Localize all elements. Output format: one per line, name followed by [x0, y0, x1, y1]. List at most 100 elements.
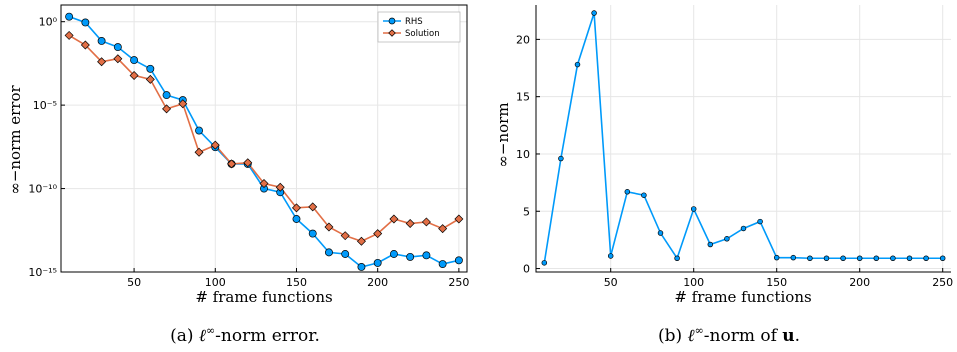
- data-point: [591, 10, 597, 16]
- plot-frame-a: [60, 4, 468, 273]
- x-ticks-b: 50 100 150 200 250: [604, 268, 953, 289]
- data-point: [724, 236, 730, 242]
- caption-a: (a) ℓ∞-norm error.: [170, 324, 320, 346]
- data-point-solution: [210, 140, 220, 150]
- data-point-rhs: [97, 37, 106, 45]
- data-point: [674, 255, 680, 261]
- data-point-rhs: [113, 43, 122, 52]
- legend-label: RHS: [405, 17, 423, 27]
- data-point-rhs: [130, 56, 139, 65]
- data-point-solution: [178, 99, 188, 109]
- x-tick-label: 200: [849, 276, 870, 289]
- axes-b: [535, 5, 951, 273]
- x-ticks-a: 50 100 150 200 250: [127, 268, 469, 289]
- chart-b: 50 100 150 200 250 0 5 10 15 20 # frame function…: [494, 5, 953, 306]
- data-point: [558, 155, 564, 162]
- data-point-solution: [243, 158, 253, 168]
- grid-b: [536, 5, 951, 272]
- data-point-solution: [129, 70, 139, 80]
- data-point-rhs: [422, 251, 431, 260]
- grid-a: [61, 5, 467, 273]
- y-tick-label: 20: [516, 33, 530, 46]
- series-b: [541, 10, 946, 266]
- data-point: [541, 260, 548, 266]
- data-point-rhs: [325, 248, 333, 257]
- data-point-solution: [308, 202, 318, 212]
- data-point-rhs: [308, 229, 317, 238]
- legend-marker: [388, 17, 396, 25]
- legend-box: [377, 11, 461, 43]
- data-point: [574, 61, 581, 68]
- data-point-solution: [421, 217, 431, 227]
- series-a: [64, 12, 464, 271]
- data-point-solution: [194, 147, 204, 157]
- data-point-solution: [162, 104, 172, 114]
- data-point: [939, 255, 946, 261]
- x-axis-label-b: # frame functions: [674, 288, 811, 306]
- data-point-solution: [291, 203, 301, 213]
- x-tick-label: 150: [286, 276, 307, 289]
- y-tick-label: 10⁻¹⁰: [28, 183, 57, 196]
- data-point-solution: [324, 222, 334, 232]
- data-point-rhs: [373, 258, 382, 267]
- data-point: [890, 255, 896, 261]
- data-point-solution: [145, 74, 155, 84]
- x-tick-label: 100: [205, 276, 226, 289]
- x-tick-label: 200: [367, 276, 388, 289]
- data-point-rhs: [406, 252, 415, 261]
- data-point-rhs: [438, 260, 447, 268]
- y-axis-label-a: ∞−norm error: [6, 85, 24, 195]
- data-point: [807, 255, 813, 261]
- y-tick-label: 10⁰: [39, 16, 58, 29]
- legend: RHS Solution: [377, 11, 461, 43]
- data-point-solution: [356, 236, 366, 246]
- data-point-rhs: [389, 250, 398, 258]
- data-point-solution: [275, 182, 285, 192]
- data-point: [657, 230, 664, 236]
- data-point: [624, 189, 631, 195]
- data-point: [856, 255, 863, 261]
- y-axis-label-b: ∞−norm: [494, 102, 512, 167]
- chart-a: 50 100 150 200 250 10⁰ 10⁻⁵ 10⁻¹⁰ 10⁻¹⁵ # frame…: [6, 4, 469, 306]
- y-tick-label: 15: [516, 91, 530, 104]
- data-point: [873, 255, 880, 261]
- data-point-rhs: [81, 18, 90, 27]
- series-line-rhs: [68, 15, 460, 268]
- legend-marker: [388, 29, 396, 37]
- data-point: [906, 255, 913, 261]
- data-point-rhs: [162, 91, 171, 100]
- y-tick-label: 10: [516, 148, 530, 161]
- data-point: [607, 253, 614, 259]
- data-point-solution: [259, 179, 269, 189]
- data-point-solution: [340, 231, 350, 241]
- data-point-solution: [373, 229, 383, 239]
- data-point-solution: [389, 214, 399, 224]
- series-line: [543, 12, 943, 263]
- data-point-solution: [97, 57, 107, 67]
- x-tick-label: 50: [604, 276, 618, 289]
- data-point-solution: [80, 40, 90, 50]
- data-point-solution: [438, 224, 448, 234]
- data-point: [707, 241, 714, 248]
- y-tick-label: 10⁻⁵: [33, 99, 57, 112]
- legend-label: Solution: [405, 29, 440, 39]
- data-point-rhs: [65, 12, 74, 21]
- y-tick-label: 0: [523, 263, 530, 276]
- x-tick-label: 250: [932, 276, 953, 289]
- data-point: [790, 254, 797, 261]
- data-point-solution: [227, 159, 237, 169]
- y-tick-label: 5: [523, 205, 530, 218]
- data-point-solution: [405, 219, 415, 229]
- series-line-solution: [68, 34, 460, 243]
- caption-b: (b) ℓ∞-norm of u.: [658, 324, 800, 346]
- data-point-rhs: [292, 215, 301, 223]
- data-point: [690, 206, 697, 212]
- legend-items: RHS Solution: [383, 17, 440, 39]
- data-point-rhs: [341, 250, 350, 258]
- data-point: [757, 218, 763, 225]
- x-tick-label: 50: [127, 276, 141, 289]
- x-axis-label-a: # frame functions: [195, 288, 332, 306]
- x-tick-label: 100: [683, 276, 704, 289]
- data-point: [923, 255, 929, 261]
